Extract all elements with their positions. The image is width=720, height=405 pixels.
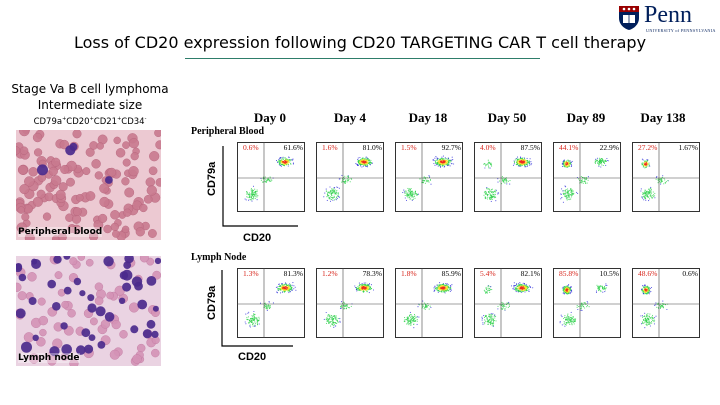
plot-frame: [474, 142, 542, 212]
percent-cd20-positive: 78.3%: [362, 269, 382, 278]
percent-cd20-positive: 92.7%: [441, 143, 461, 152]
percent-cd20-negative: 1.3%: [243, 269, 259, 278]
density-plot: [395, 268, 463, 338]
plot-frame: [316, 142, 384, 212]
plot-frame: [553, 142, 621, 212]
percent-cd20-positive: 10.5%: [599, 269, 619, 278]
percent-cd20-positive: 87.5%: [520, 143, 540, 152]
percent-cd20-positive: 85.9%: [441, 269, 461, 278]
flow-plot-ln-day0: 1.3% 81.3%: [237, 268, 305, 338]
peripheral-blood-micrograph: Peripheral blood: [16, 130, 161, 240]
percent-cd20-negative: 1.6%: [322, 143, 338, 152]
percent-cd20-negative: 5.4%: [480, 269, 496, 278]
plot-frame: [395, 268, 463, 338]
percent-cd20-negative: 85.8%: [559, 269, 579, 278]
flow-plot-pb-day18: 1.5% 92.7%: [395, 142, 463, 212]
flow-plot-ln-day4: 1.2% 78.3%: [316, 268, 384, 338]
day-header: Day 4: [333, 110, 367, 125]
event-cloud: [559, 283, 608, 327]
event-cloud: [560, 157, 609, 203]
plot-frame: [237, 268, 305, 338]
density-plot: [237, 268, 305, 338]
percent-cd20-positive: 0.6%: [682, 269, 698, 278]
percent-cd20-negative: 4.0%: [480, 143, 496, 152]
percent-cd20-positive: 81.3%: [283, 269, 303, 278]
event-cloud: [640, 158, 669, 202]
density-plot: [553, 268, 621, 338]
density-plot: [237, 142, 305, 212]
percent-cd20-positive: 61.6%: [283, 143, 303, 152]
percent-cd20-negative: 44.1%: [559, 143, 579, 152]
ln-y-axis-label: CD79a: [206, 285, 218, 320]
flow-plot-pb-day138: 27.2% 1.67%: [632, 142, 700, 212]
percent-cd20-negative: 1.2%: [322, 269, 338, 278]
logo-subtitle: UNIVERSITY of PENNSYLVANIA: [646, 28, 716, 33]
event-cloud: [323, 282, 375, 329]
section-title-peripheral-blood: Peripheral Blood: [191, 126, 265, 137]
percent-cd20-negative: 1.5%: [401, 143, 417, 152]
percent-cd20-positive: 82.1%: [520, 269, 540, 278]
micrograph-cells: [16, 256, 161, 366]
density-plot: [632, 268, 700, 338]
flow-plot-ln-day50: 5.4% 82.1%: [474, 268, 542, 338]
density-plot: [553, 142, 621, 212]
day-header: Day 89: [566, 110, 606, 125]
percent-cd20-positive: 22.9%: [599, 143, 619, 152]
immunophenotype: CD79a+CD20+CD21+CD34-: [0, 116, 180, 127]
density-plot: [316, 142, 384, 212]
plot-frame: [316, 268, 384, 338]
case-size: Intermediate size: [37, 98, 143, 112]
percent-cd20-positive: 81.0%: [362, 143, 382, 152]
plot-frame: [632, 142, 700, 212]
event-cloud: [403, 282, 453, 329]
event-cloud: [483, 156, 533, 202]
case-description: Stage Va B cell lymphoma: [11, 82, 169, 96]
marker-cd21: CD21+: [93, 116, 122, 127]
flow-plot-pb-day89: 44.1% 22.9%: [553, 142, 621, 212]
density-plot: [395, 142, 463, 212]
plot-frame: [632, 268, 700, 338]
flow-plot-ln-day18: 1.8% 85.9%: [395, 268, 463, 338]
event-cloud: [481, 282, 534, 327]
flow-plot-pb-day4: 1.6% 81.0%: [316, 142, 384, 212]
marker-cd79a: CD79a+: [33, 116, 67, 127]
title-underline: [185, 58, 540, 59]
day-header: Day 50: [487, 110, 527, 125]
micrograph-label: Lymph node: [18, 353, 80, 363]
density-plot: [474, 142, 542, 212]
day-header: Day 138: [640, 110, 686, 125]
day-header: Day 18: [408, 110, 448, 125]
pb-y-axis-label: CD79a: [206, 161, 218, 196]
micrograph-cells: [16, 130, 161, 240]
lymph-node-micrograph: Lymph node: [16, 256, 161, 366]
flow-plot-ln-day89: 85.8% 10.5%: [553, 268, 621, 338]
logo-wordmark: Penn: [644, 2, 692, 28]
plot-frame: [553, 268, 621, 338]
slide-title: Loss of CD20 expression following CD20 T…: [73, 33, 647, 52]
density-plot: [632, 142, 700, 212]
percent-cd20-positive: 1.67%: [678, 143, 698, 152]
percent-cd20-negative: 27.2%: [638, 143, 658, 152]
section-title-lymph-node: Lymph Node: [191, 252, 247, 263]
micrograph-label: Peripheral blood: [18, 227, 103, 237]
marker-cd34: CD34-: [121, 116, 147, 127]
day-header: Day 0: [253, 110, 287, 125]
flow-plot-ln-day138: 48.6% 0.6%: [632, 268, 700, 338]
event-cloud: [402, 155, 455, 201]
marker-cd20: CD20+: [66, 116, 94, 127]
flow-plot-pb-day50: 4.0% 87.5%: [474, 142, 542, 212]
penn-shield-icon: [619, 6, 639, 30]
plot-frame: [237, 142, 305, 212]
flow-plot-pb-day0: 0.6% 61.6%: [237, 142, 305, 212]
percent-cd20-negative: 48.6%: [638, 269, 658, 278]
percent-cd20-negative: 0.6%: [243, 143, 259, 152]
plot-frame: [395, 142, 463, 212]
percent-cd20-negative: 1.8%: [401, 269, 417, 278]
density-plot: [474, 268, 542, 338]
penn-logo: Penn UNIVERSITY of PENNSYLVANIA: [618, 2, 718, 34]
event-cloud: [323, 156, 373, 202]
ln-x-axis-label: CD20: [238, 351, 267, 363]
pb-x-axis-label: CD20: [243, 232, 272, 244]
density-plot: [316, 268, 384, 338]
